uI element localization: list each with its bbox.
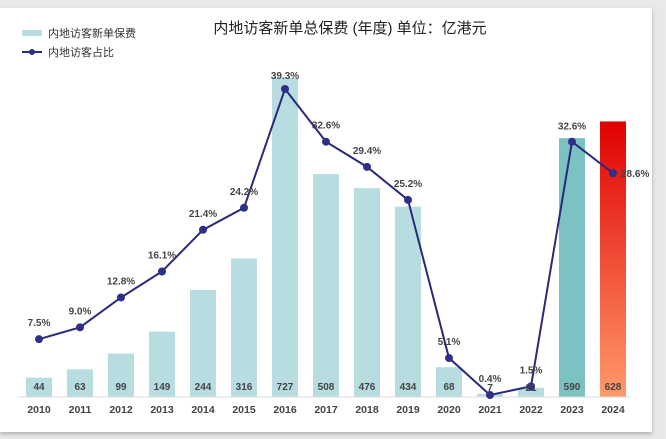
bar-value-label: 7 [487,383,493,394]
ratio-point-2016 [281,85,289,93]
bar-value-label: 99 [115,382,127,393]
x-tick-label: 2023 [560,404,584,416]
ratio-point-2022 [527,382,535,391]
legend: 内地访客新单保费 内地访客占比 [22,26,136,59]
bar-2010 [26,377,52,397]
legend-bar-label: 内地访客新单保费 [48,26,136,40]
bar-2014 [190,289,216,397]
bar-2024 [600,121,626,398]
legend-line-label: 内地访客占比 [48,45,114,59]
labels: 44 2010 63 2011 99 2012 149 2013 244 2014 316 2015 7… [27,71,649,416]
bar-2022 [518,387,544,397]
ratio-value-label: 39.3% [271,71,299,82]
x-tick-label: 2024 [601,404,625,416]
x-tick-label: 2012 [109,404,133,416]
bar-2011 [67,369,93,397]
ratio-value-label: 16.1% [148,250,176,261]
bar-2018 [354,188,380,397]
ratio-point-2012 [117,293,125,302]
bar-value-label: 149 [154,382,171,393]
ratio-value-label: 28.6% [621,169,649,180]
x-tick-label: 2019 [396,404,420,416]
x-tick-label: 2017 [314,404,338,416]
ratio-point-2018 [363,162,371,171]
ratio-point-2015 [240,203,248,212]
ratio-value-label: 24.2% [230,187,258,198]
bar-value-label: 476 [359,382,376,393]
ratio-point-2023 [568,137,576,146]
ratio-value-label: 29.4% [353,146,381,157]
bar-2019 [395,206,421,397]
ratio-point-2011 [76,323,84,332]
ratio-point-2013 [158,267,166,276]
ratio-line [35,85,617,399]
ratio-point-2014 [199,225,207,234]
bar-value-label: 244 [195,382,212,393]
ratio-point-2021 [486,391,494,399]
legend-line-marker [29,49,35,55]
ratio-value-label: 0.4% [479,374,502,385]
ratio-value-label: 5.1% [438,337,461,348]
ratio-point-2019 [404,195,412,204]
bar-2020 [436,367,462,397]
bar-value-label: 21 [525,383,537,394]
ratio-point-2020 [445,354,453,363]
bar-2017 [313,174,339,397]
bar-value-label: 727 [277,382,294,393]
x-tick-label: 2010 [27,404,51,416]
bar-2013 [149,331,175,397]
bar-value-label: 590 [564,382,581,393]
ratio-value-label: 32.6% [558,122,586,133]
bar-value-label: 628 [605,382,622,393]
bar-value-label: 63 [74,382,86,393]
bar-value-label: 508 [318,382,335,393]
ratio-point-2010 [35,335,43,344]
bars [26,78,626,398]
ratio-value-label: 25.2% [394,179,422,190]
ratio-value-label: 7.5% [28,318,51,329]
x-tick-label: 2018 [355,404,379,416]
ratio-value-label: 12.8% [107,276,135,287]
x-tick-label: 2022 [519,404,543,416]
bar-value-label: 316 [236,382,253,393]
x-tick-label: 2016 [273,404,297,416]
bar-value-label: 434 [400,382,417,393]
ratio-value-label: 9.0% [69,306,92,317]
bar-value-label: 68 [443,382,455,393]
bar-2023 [559,138,585,397]
bar-2012 [108,353,134,397]
x-tick-label: 2014 [191,404,215,416]
chart-title: 内地访客新单总保费 (年度) 单位：亿港元 [213,20,486,37]
ratio-value-label: 32.6% [312,121,340,132]
bar-value-label: 44 [33,382,45,393]
x-tick-label: 2015 [232,404,256,416]
ratio-value-label: 1.5% [520,365,543,376]
bar-2016 [272,78,298,397]
bar-2015 [231,258,257,397]
legend-bar-swatch [22,30,42,36]
x-tick-label: 2021 [478,404,502,416]
ratio-point-2024 [609,169,617,178]
x-tick-label: 2020 [437,404,461,416]
x-tick-label: 2011 [69,404,92,416]
x-tick-label: 2013 [150,404,174,416]
ratio-value-label: 21.4% [189,209,217,220]
ratio-point-2017 [322,137,330,146]
